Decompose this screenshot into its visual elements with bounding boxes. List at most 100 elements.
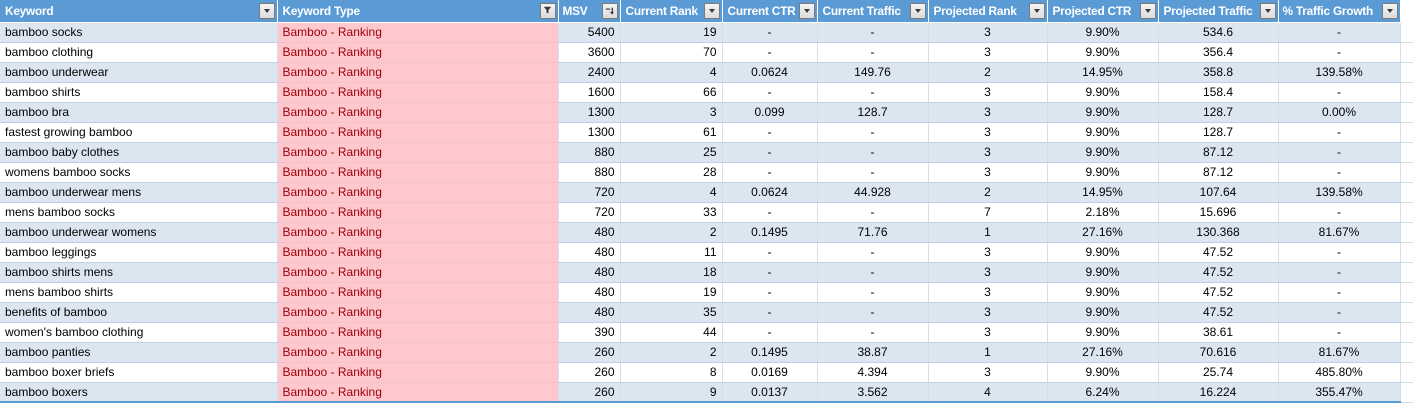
current-traffic-cell[interactable]: - [817, 242, 929, 263]
current-rank-cell[interactable]: 35 [620, 302, 723, 323]
projected-traffic-cell[interactable]: 47.52 [1158, 302, 1279, 323]
current-rank-cell[interactable]: 19 [620, 282, 723, 303]
projected-traffic-cell[interactable]: 15.696 [1158, 202, 1279, 223]
current-ctr-cell[interactable]: 0.0137 [722, 382, 818, 403]
keyword-cell[interactable]: womens bamboo socks [0, 162, 278, 183]
projected-ctr-cell[interactable]: 9.90% [1047, 22, 1159, 43]
current-ctr-cell[interactable]: - [722, 302, 818, 323]
keyword-type-cell[interactable]: Bamboo - Ranking [277, 42, 559, 63]
keyword-type-cell[interactable]: Bamboo - Ranking [277, 342, 559, 363]
column-header-keyword-type[interactable]: Keyword Type [277, 0, 559, 23]
msv-cell[interactable]: 480 [558, 222, 621, 243]
traffic-growth-cell[interactable]: - [1278, 162, 1401, 183]
projected-rank-cell[interactable]: 3 [928, 142, 1048, 163]
projected-ctr-cell[interactable]: 27.16% [1047, 222, 1159, 243]
current-ctr-cell[interactable]: - [722, 82, 818, 103]
projected-traffic-cell[interactable]: 47.52 [1158, 282, 1279, 303]
msv-cell[interactable]: 480 [558, 262, 621, 283]
current-rank-cell[interactable]: 19 [620, 22, 723, 43]
projected-rank-cell[interactable]: 3 [928, 242, 1048, 263]
projected-rank-cell[interactable]: 3 [928, 302, 1048, 323]
keyword-type-cell[interactable]: Bamboo - Ranking [277, 182, 559, 203]
current-rank-cell[interactable]: 33 [620, 202, 723, 223]
keyword-type-cell[interactable]: Bamboo - Ranking [277, 162, 559, 183]
projected-ctr-cell[interactable]: 9.90% [1047, 322, 1159, 343]
keyword-cell[interactable]: bamboo bra [0, 102, 278, 123]
projected-rank-cell[interactable]: 3 [928, 102, 1048, 123]
column-header-projected-rank[interactable]: Projected Rank [928, 0, 1048, 23]
msv-cell[interactable]: 720 [558, 202, 621, 223]
projected-traffic-cell[interactable]: 38.61 [1158, 322, 1279, 343]
keyword-type-cell[interactable]: Bamboo - Ranking [277, 102, 559, 123]
projected-traffic-cell[interactable]: 47.52 [1158, 262, 1279, 283]
msv-cell[interactable]: 3600 [558, 42, 621, 63]
projected-traffic-cell[interactable]: 128.7 [1158, 122, 1279, 143]
projected-traffic-cell[interactable]: 128.7 [1158, 102, 1279, 123]
filter-dropdown-icon[interactable] [798, 2, 815, 19]
current-ctr-cell[interactable]: - [722, 282, 818, 303]
projected-rank-cell[interactable]: 3 [928, 262, 1048, 283]
column-header-current-traffic[interactable]: Current Traffic [817, 0, 929, 23]
traffic-growth-cell[interactable]: 81.67% [1278, 222, 1401, 243]
current-rank-cell[interactable]: 2 [620, 222, 723, 243]
current-ctr-cell[interactable]: - [722, 42, 818, 63]
current-traffic-cell[interactable]: - [817, 202, 929, 223]
msv-cell[interactable]: 480 [558, 302, 621, 323]
projected-rank-cell[interactable]: 7 [928, 202, 1048, 223]
traffic-growth-cell[interactable]: - [1278, 262, 1401, 283]
current-traffic-cell[interactable]: - [817, 162, 929, 183]
current-rank-cell[interactable]: 8 [620, 362, 723, 383]
projected-rank-cell[interactable]: 3 [928, 162, 1048, 183]
current-rank-cell[interactable]: 2 [620, 342, 723, 363]
current-rank-cell[interactable]: 9 [620, 382, 723, 403]
msv-cell[interactable]: 480 [558, 282, 621, 303]
current-traffic-cell[interactable]: - [817, 122, 929, 143]
keyword-cell[interactable]: mens bamboo socks [0, 202, 278, 223]
current-ctr-cell[interactable]: 0.1495 [722, 222, 818, 243]
traffic-growth-cell[interactable]: - [1278, 202, 1401, 223]
projected-traffic-cell[interactable]: 358.8 [1158, 62, 1279, 83]
current-traffic-cell[interactable]: - [817, 302, 929, 323]
current-ctr-cell[interactable]: - [722, 242, 818, 263]
filter-dropdown-icon[interactable] [703, 2, 720, 19]
current-traffic-cell[interactable]: - [817, 42, 929, 63]
current-rank-cell[interactable]: 44 [620, 322, 723, 343]
keyword-cell[interactable]: bamboo baby clothes [0, 142, 278, 163]
keyword-type-cell[interactable]: Bamboo - Ranking [277, 262, 559, 283]
projected-ctr-cell[interactable]: 9.90% [1047, 82, 1159, 103]
current-ctr-cell[interactable]: 0.0624 [722, 182, 818, 203]
msv-cell[interactable]: 720 [558, 182, 621, 203]
projected-rank-cell[interactable]: 3 [928, 362, 1048, 383]
filter-dropdown-icon[interactable] [1259, 2, 1276, 19]
current-rank-cell[interactable]: 4 [620, 182, 723, 203]
filter-dropdown-icon[interactable] [1028, 2, 1045, 19]
projected-traffic-cell[interactable]: 107.64 [1158, 182, 1279, 203]
current-traffic-cell[interactable]: 3.562 [817, 382, 929, 403]
keyword-type-cell[interactable]: Bamboo - Ranking [277, 302, 559, 323]
keyword-cell[interactable]: benefits of bamboo [0, 302, 278, 323]
current-ctr-cell[interactable]: 0.0624 [722, 62, 818, 83]
traffic-growth-cell[interactable]: - [1278, 42, 1401, 63]
keyword-type-cell[interactable]: Bamboo - Ranking [277, 222, 559, 243]
filter-dropdown-icon[interactable] [909, 2, 926, 19]
traffic-growth-cell[interactable]: - [1278, 302, 1401, 323]
column-header-current-rank[interactable]: Current Rank [620, 0, 723, 23]
keyword-cell[interactable]: bamboo clothing [0, 42, 278, 63]
msv-cell[interactable]: 260 [558, 382, 621, 403]
keyword-type-cell[interactable]: Bamboo - Ranking [277, 22, 559, 43]
current-rank-cell[interactable]: 66 [620, 82, 723, 103]
current-traffic-cell[interactable]: 149.76 [817, 62, 929, 83]
projected-traffic-cell[interactable]: 47.52 [1158, 242, 1279, 263]
projected-rank-cell[interactable]: 2 [928, 182, 1048, 203]
traffic-growth-cell[interactable]: - [1278, 122, 1401, 143]
keyword-cell[interactable]: bamboo boxer briefs [0, 362, 278, 383]
current-traffic-cell[interactable]: - [817, 262, 929, 283]
keyword-type-cell[interactable]: Bamboo - Ranking [277, 62, 559, 83]
projected-ctr-cell[interactable]: 9.90% [1047, 242, 1159, 263]
projected-ctr-cell[interactable]: 27.16% [1047, 342, 1159, 363]
msv-cell[interactable]: 5400 [558, 22, 621, 43]
keyword-type-cell[interactable]: Bamboo - Ranking [277, 202, 559, 223]
current-ctr-cell[interactable]: 0.1495 [722, 342, 818, 363]
current-ctr-cell[interactable]: - [722, 122, 818, 143]
projected-ctr-cell[interactable]: 9.90% [1047, 362, 1159, 383]
